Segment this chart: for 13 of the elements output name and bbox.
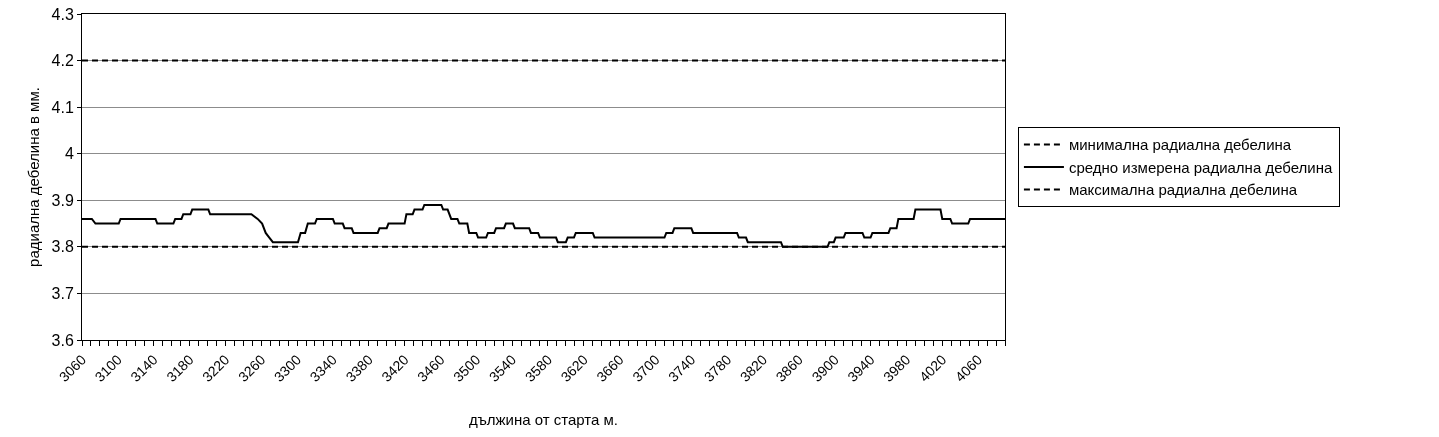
legend-label: средно измерена радиална дебелина [1068, 158, 1334, 176]
y-tick-label: 3.6 [51, 331, 74, 349]
y-tick-label: 3.7 [51, 285, 74, 303]
legend-label: максимална радиална дебелина [1068, 181, 1298, 199]
y-tick-label: 4 [64, 145, 74, 163]
y-tick-label: 3.9 [51, 191, 74, 209]
y-tick-label: 4.1 [51, 98, 74, 116]
y-axis-title: радиална дебелина в мм. [24, 87, 42, 267]
y-tick-label: 4.3 [51, 5, 74, 23]
y-tick-label: 4.2 [51, 52, 74, 70]
legend-label: минимална радиална дебелина [1068, 136, 1292, 154]
y-tick-label: 3.8 [51, 238, 74, 256]
x-axis-title: дължина от старта м. [468, 410, 619, 428]
